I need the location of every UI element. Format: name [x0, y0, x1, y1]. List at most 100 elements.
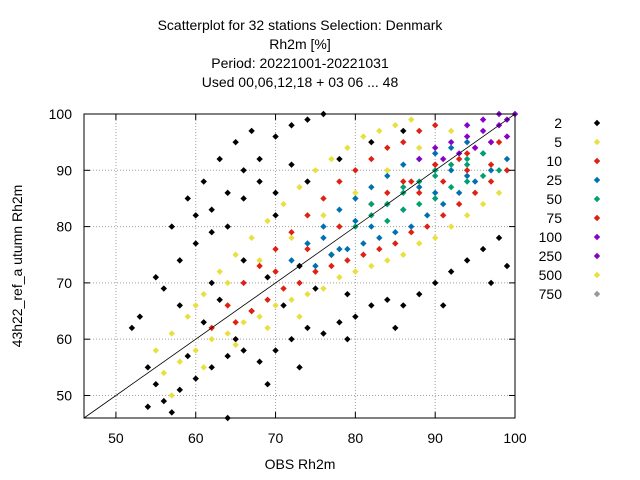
scatter-point [487, 178, 495, 185]
scatter-point [352, 195, 359, 202]
scatter-point [168, 330, 175, 337]
scatter-point [431, 195, 439, 202]
scatter-point [392, 229, 399, 236]
scatter-point [368, 302, 375, 309]
scatter-point [168, 392, 175, 399]
scatter-point [368, 200, 375, 208]
legend-marker [593, 176, 601, 184]
scatter-point [384, 296, 391, 303]
scatter-point [168, 409, 175, 416]
scatter-point [176, 257, 183, 264]
scatter-point [160, 285, 168, 292]
scatter-point [376, 234, 383, 242]
legend-label: 250 [539, 248, 563, 264]
legend-label: 50 [546, 191, 562, 207]
scatter-point [304, 290, 311, 298]
scatter-point [392, 240, 399, 247]
scatter-point [208, 279, 215, 287]
legend-label: 750 [539, 286, 563, 302]
scatter-point [431, 161, 439, 168]
legend-marker [593, 271, 601, 279]
scatter-point [376, 127, 383, 135]
scatter-point [168, 223, 175, 230]
scatter-point [200, 178, 207, 185]
scatter-point [455, 189, 463, 197]
scatter-point [424, 223, 431, 230]
plot-frame [83, 113, 516, 419]
legend-marker [593, 214, 601, 222]
scatter-point [479, 116, 487, 123]
legend-label: 100 [539, 229, 563, 245]
scatter-point [447, 223, 455, 230]
scatter-point [208, 229, 215, 236]
scatter-point [232, 138, 239, 146]
scatter-point [224, 352, 231, 360]
scatter-point [336, 223, 343, 230]
scatter-point [224, 330, 231, 337]
scatter-point [152, 381, 160, 388]
scatter-point [392, 324, 399, 332]
scatter-point [416, 144, 423, 151]
scatter-point [320, 195, 327, 202]
scatter-point [304, 116, 311, 123]
legend-label: 2 [554, 115, 562, 131]
scatter-point [400, 161, 407, 168]
scatter-point [208, 364, 215, 371]
legend-label: 75 [546, 210, 562, 226]
scatter-point [232, 335, 239, 343]
scatter-point [272, 189, 279, 197]
scatter-point [463, 257, 471, 264]
scatter-point [344, 335, 351, 343]
scatter-point [312, 285, 319, 292]
scatter-point [463, 133, 471, 140]
legend-marker [593, 195, 601, 203]
scatter-point [152, 347, 160, 354]
scatter-point [304, 324, 311, 332]
scatter-point [431, 279, 439, 287]
x-tick-label: 100 [503, 430, 527, 446]
scatter-point [272, 347, 279, 354]
scatter-point [248, 234, 255, 242]
scatter-point [216, 296, 223, 303]
y-tick-label: 60 [56, 331, 72, 347]
scatter-point [200, 290, 207, 298]
scatter-point [352, 313, 359, 320]
scatter-point [392, 122, 399, 129]
scatter-point [216, 268, 223, 275]
scatter-point [296, 183, 303, 191]
legend-marker [593, 233, 601, 241]
scatter-point [368, 223, 375, 230]
scatter-point [184, 352, 191, 360]
scatter-point [431, 172, 439, 180]
scatter-point [463, 212, 471, 219]
scatter-point [495, 234, 503, 242]
scatter-point [447, 167, 455, 174]
scatter-point [280, 285, 287, 292]
scatter-point [256, 358, 263, 365]
scatter-point [463, 122, 471, 129]
scatter-point [240, 167, 247, 174]
scatter-point [184, 195, 191, 202]
scatter-point [471, 178, 479, 185]
scatter-point [320, 285, 327, 292]
scatter-point [336, 206, 343, 213]
scatter-point [376, 245, 383, 253]
scatter-point [144, 364, 152, 371]
scatter-point [503, 133, 511, 140]
scatter-point [240, 257, 247, 264]
scatter-point [336, 319, 343, 326]
scatter-point [256, 257, 263, 264]
scatter-point [463, 178, 471, 185]
scatter-point [248, 127, 255, 135]
scatter-point [312, 268, 319, 275]
scatter-point [447, 268, 455, 275]
scatter-point [439, 155, 447, 163]
legend-label: 5 [554, 134, 562, 150]
scatter-point [479, 172, 487, 180]
legend-marker [593, 252, 601, 260]
scatter-point [503, 155, 511, 163]
scatter-point [208, 335, 215, 343]
scatter-point [264, 324, 271, 332]
scatter-point [312, 262, 319, 270]
